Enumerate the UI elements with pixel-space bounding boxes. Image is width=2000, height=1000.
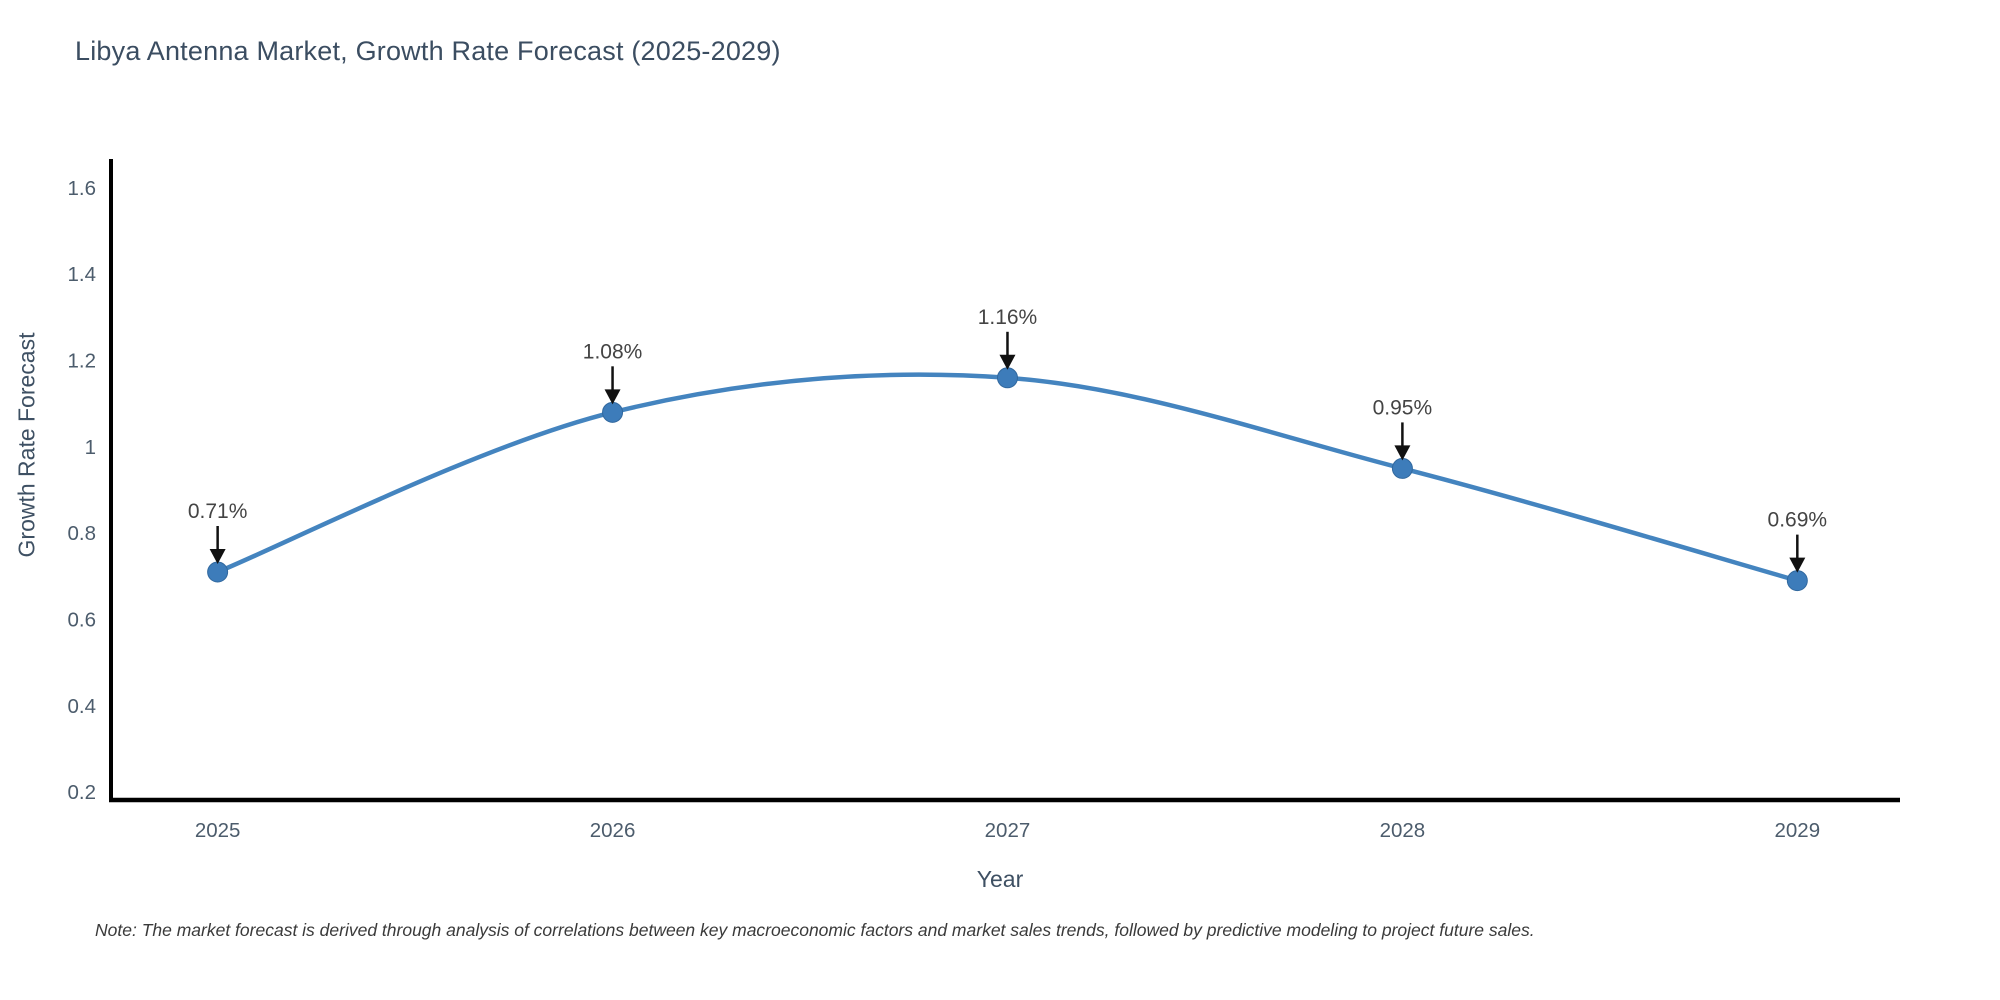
annotation-arrowhead-icon xyxy=(1789,557,1806,573)
annotation-arrowhead-icon xyxy=(1394,445,1411,461)
data-point-2026 xyxy=(602,401,624,423)
y-axis-title: Growth Rate Forecast xyxy=(13,332,40,558)
y-tick-label: 1.6 xyxy=(68,177,97,200)
y-tick-label: 0.2 xyxy=(68,781,97,804)
chart-title: Libya Antenna Market, Growth Rate Foreca… xyxy=(75,36,781,66)
y-tick-label: 1.2 xyxy=(68,350,97,373)
point-value-label: 0.71% xyxy=(188,500,248,523)
x-tick-label: 2026 xyxy=(590,819,636,842)
data-point-2027 xyxy=(996,367,1018,389)
forecast-line xyxy=(215,372,1800,583)
point-value-label: 0.95% xyxy=(1373,396,1433,419)
y-tick-label: 0.6 xyxy=(68,608,97,631)
point-value-label: 1.16% xyxy=(978,306,1038,329)
x-tick-label: 2028 xyxy=(1380,819,1426,842)
x-tick-label: 2027 xyxy=(985,819,1031,842)
x-tick-label: 2029 xyxy=(1775,819,1821,842)
annotation-arrowhead-icon xyxy=(604,389,621,405)
annotation-arrowhead-icon xyxy=(209,548,226,564)
y-tick-label: 0.8 xyxy=(68,522,97,545)
y-tick-label: 1 xyxy=(85,436,96,459)
x-axis-title: Year xyxy=(976,866,1024,892)
y-tick-label: 1.4 xyxy=(68,263,97,286)
data-point-2028 xyxy=(1391,457,1413,479)
footnote: Note: The market forecast is derived thr… xyxy=(95,920,1535,940)
y-tick-label: 0.4 xyxy=(68,695,97,718)
point-value-label: 0.69% xyxy=(1768,509,1828,532)
data-point-2025 xyxy=(207,561,229,583)
data-point-2029 xyxy=(1786,570,1808,592)
point-value-label: 1.08% xyxy=(583,340,643,363)
x-tick-label: 2025 xyxy=(195,819,241,842)
annotation-arrowhead-icon xyxy=(999,354,1016,370)
